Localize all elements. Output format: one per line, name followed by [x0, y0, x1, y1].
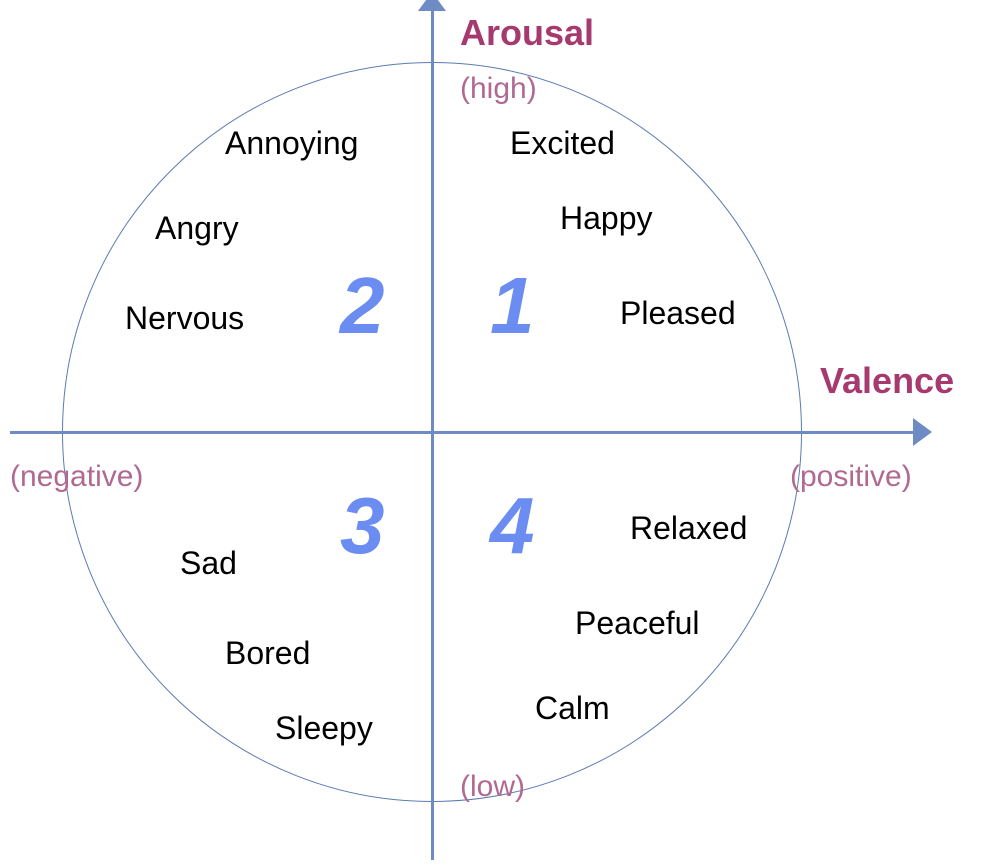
emotion-pleased: Pleased [620, 295, 736, 332]
quadrant-2-number: 2 [340, 260, 385, 352]
quadrant-4-number: 4 [490, 480, 535, 572]
emotion-sad: Sad [180, 545, 237, 582]
arousal-axis-title: Arousal [460, 12, 594, 54]
emotion-sleepy: Sleepy [275, 710, 373, 747]
quadrant-3-number: 3 [340, 480, 385, 572]
x-axis-line [10, 431, 915, 434]
emotion-happy: Happy [560, 200, 653, 237]
emotion-bored: Bored [225, 635, 310, 672]
y-axis-line [431, 10, 434, 860]
quadrant-1-number: 1 [490, 260, 535, 352]
arousal-low-label: (low) [460, 770, 525, 804]
emotion-peaceful: Peaceful [575, 605, 700, 642]
x-axis-arrowhead [913, 418, 932, 446]
emotion-relaxed: Relaxed [630, 510, 747, 547]
valence-axis-title: Valence [820, 360, 954, 402]
valence-negative-label: (negative) [10, 460, 143, 494]
arousal-high-label: (high) [460, 72, 537, 106]
emotion-angry: Angry [155, 210, 239, 247]
valence-positive-label: (positive) [790, 460, 912, 494]
y-axis-arrowhead [418, 0, 446, 11]
emotion-calm: Calm [535, 690, 610, 727]
circumplex-diagram: Arousal Valence (high) (low) (negative) … [0, 0, 984, 865]
emotion-annoying: Annoying [225, 125, 358, 162]
emotion-nervous: Nervous [125, 300, 244, 337]
emotion-excited: Excited [510, 125, 615, 162]
